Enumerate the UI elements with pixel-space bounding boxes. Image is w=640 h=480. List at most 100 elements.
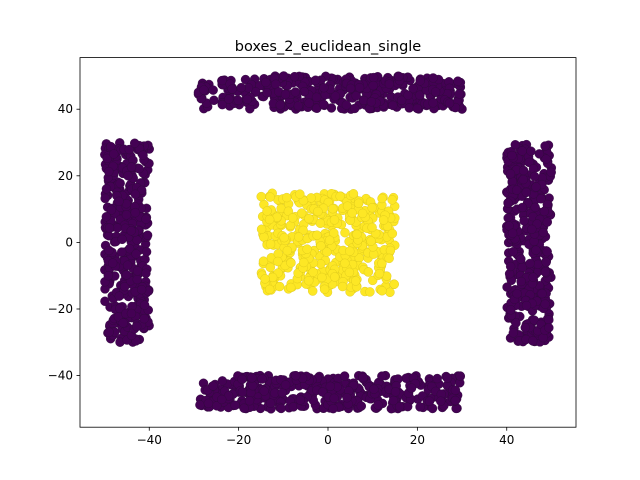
scatter-point bbox=[367, 203, 377, 213]
scatter-point bbox=[101, 184, 112, 194]
scatter-point bbox=[340, 228, 350, 238]
scatter-point bbox=[114, 196, 124, 207]
scatter-point bbox=[217, 99, 227, 110]
scatter-point bbox=[507, 150, 517, 161]
y-axis: −40 −20 0 20 40 bbox=[48, 102, 80, 383]
scatter-point bbox=[351, 276, 361, 286]
scatter-point bbox=[131, 249, 141, 259]
scatter-point bbox=[505, 169, 516, 179]
scatter-point bbox=[541, 257, 551, 267]
scatter-point bbox=[542, 246, 552, 257]
scatter-point bbox=[352, 229, 362, 240]
scatter-point bbox=[132, 321, 142, 332]
scatter-point bbox=[264, 214, 275, 225]
scatter-point bbox=[546, 167, 556, 178]
scatter-point bbox=[455, 371, 465, 381]
scatter-point bbox=[351, 91, 361, 101]
scatter-point bbox=[453, 76, 463, 86]
scatter-point bbox=[126, 308, 137, 319]
y-tick-label: 0 bbox=[65, 235, 73, 249]
scatter-point bbox=[339, 371, 350, 381]
scatter-point bbox=[265, 398, 276, 408]
scatter-point bbox=[283, 206, 294, 216]
scatter-point bbox=[208, 85, 218, 95]
scatter-point bbox=[262, 206, 272, 216]
scatter-point bbox=[344, 267, 355, 278]
scatter-point bbox=[265, 192, 275, 202]
scatter-point bbox=[415, 402, 425, 412]
scatter-point bbox=[516, 276, 526, 287]
scatter-point bbox=[100, 193, 110, 204]
scatter-point bbox=[340, 258, 350, 268]
scatter-point bbox=[310, 75, 321, 85]
scatter-point bbox=[368, 72, 379, 83]
scatter-point bbox=[315, 218, 326, 228]
scatter-point bbox=[107, 258, 118, 268]
x-axis: −40 −20 0 20 40 bbox=[137, 427, 514, 447]
scatter-point bbox=[511, 185, 522, 195]
y-tick-label: 40 bbox=[58, 102, 73, 116]
scatter-point bbox=[328, 403, 338, 414]
scatter-point bbox=[304, 98, 314, 108]
scatter-point bbox=[365, 287, 375, 297]
scatter-point bbox=[122, 260, 133, 270]
scatter-point bbox=[139, 313, 149, 324]
scatter-point bbox=[293, 101, 304, 111]
scatter-point bbox=[368, 80, 378, 91]
scatter-point bbox=[242, 94, 253, 105]
scatter-point bbox=[296, 208, 307, 218]
scatter-point bbox=[328, 204, 338, 214]
scatter-point bbox=[130, 207, 140, 218]
scatter-point bbox=[428, 98, 438, 108]
scatter-point bbox=[262, 88, 272, 98]
scatter-point bbox=[273, 256, 283, 267]
scatter-point bbox=[100, 296, 110, 306]
scatter-point bbox=[406, 383, 417, 393]
scatter-point bbox=[521, 300, 532, 311]
scatter-point bbox=[312, 230, 322, 240]
scatter-point bbox=[141, 214, 151, 224]
scatter-point bbox=[142, 230, 153, 240]
scatter-point bbox=[377, 286, 387, 296]
scatter-point bbox=[387, 228, 398, 239]
scatter-point bbox=[345, 246, 355, 256]
x-tick-label: 20 bbox=[410, 433, 425, 447]
scatter-point bbox=[217, 376, 228, 386]
scatter-point bbox=[280, 380, 291, 390]
scatter-point bbox=[114, 291, 124, 301]
scatter-point bbox=[129, 138, 140, 148]
scatter-point bbox=[527, 224, 537, 235]
scatter-point bbox=[385, 245, 396, 256]
scatter-point bbox=[117, 247, 127, 257]
scatter-point bbox=[123, 171, 133, 181]
scatter-point bbox=[244, 396, 255, 406]
scatter-point bbox=[377, 193, 387, 204]
scatter-point bbox=[428, 73, 438, 83]
scatter-point bbox=[506, 305, 516, 315]
scatter-point bbox=[528, 272, 538, 282]
scatter-point bbox=[126, 226, 136, 236]
scatter-point bbox=[280, 89, 291, 100]
scatter-point bbox=[424, 396, 435, 406]
scatter-point bbox=[313, 206, 323, 217]
scatter-point bbox=[138, 150, 148, 160]
scatter-point bbox=[347, 208, 357, 218]
scatter-point bbox=[348, 189, 359, 199]
scatter-point bbox=[366, 97, 377, 107]
scatter-point bbox=[258, 256, 269, 266]
scatter-point bbox=[384, 79, 395, 89]
scatter-point bbox=[115, 303, 125, 314]
scatter-point bbox=[385, 287, 395, 297]
scatter-point bbox=[363, 267, 374, 277]
scatter-point bbox=[536, 194, 546, 204]
scatter-point bbox=[519, 216, 529, 226]
scatter-point bbox=[257, 374, 267, 384]
scatter-point bbox=[373, 400, 383, 410]
scatter-point bbox=[337, 281, 348, 292]
scatter-point bbox=[318, 99, 329, 110]
x-tick-label: 0 bbox=[324, 433, 332, 447]
scatter-point bbox=[329, 228, 339, 238]
scatter-point bbox=[518, 165, 529, 176]
scatter-point bbox=[354, 83, 365, 93]
scatter-point bbox=[389, 279, 399, 289]
